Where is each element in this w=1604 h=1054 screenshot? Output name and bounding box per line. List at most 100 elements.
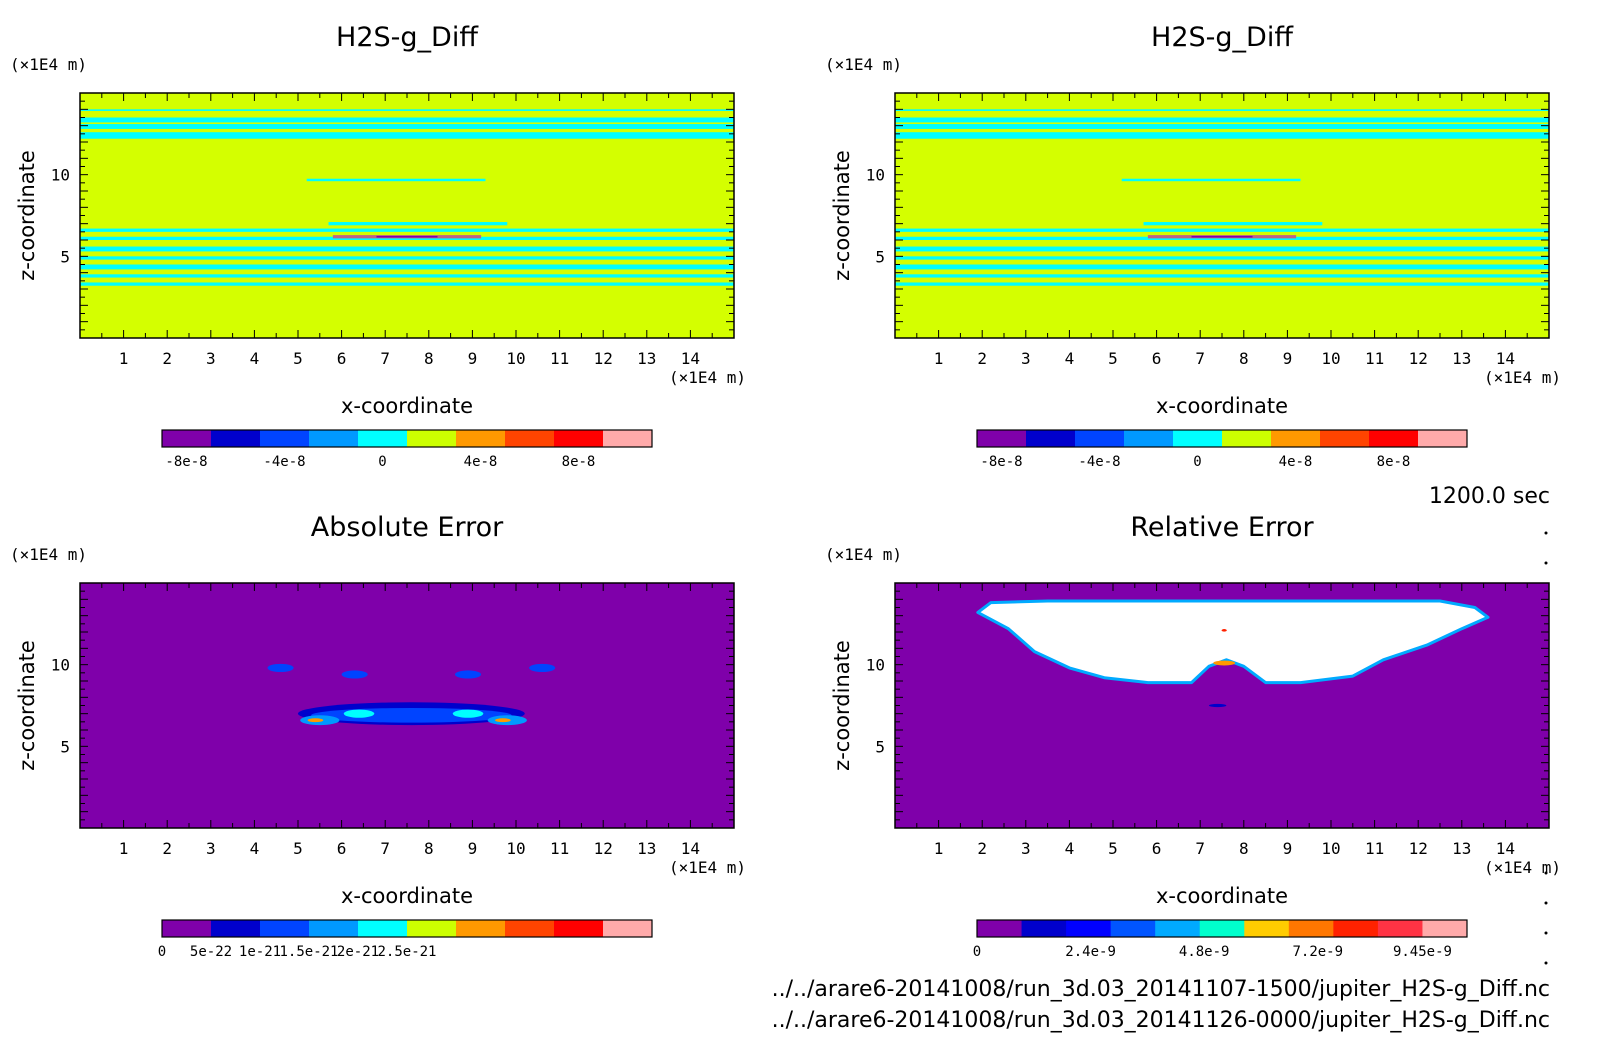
x-tick-label: 3 <box>206 839 216 858</box>
side-dot <box>1544 961 1548 965</box>
x-tick-label: 11 <box>550 349 569 368</box>
x-tick-label: 6 <box>337 839 347 858</box>
side-dot <box>1544 871 1548 875</box>
plot-area <box>80 93 734 338</box>
contour-band <box>895 256 1549 260</box>
chart-title: Relative Error <box>1130 512 1314 543</box>
colorbar: 0 2.4e-9 4.8e-9 7.2e-9 9.45e-9 <box>973 919 1468 960</box>
contour-band <box>80 124 734 129</box>
chart-panel-2: H2S-g_Diff(×1E4 m)1 2 3 4 5 6 7 8 9 10 11 12 13 14510… <box>825 22 1561 470</box>
x-tick-label: 1 <box>934 349 944 368</box>
x-tick-label: 1 <box>119 839 129 858</box>
x-tick-label: 7 <box>380 349 390 368</box>
colorbar-label: -4e-8 <box>263 454 305 470</box>
x-tick-label: 13 <box>637 349 656 368</box>
colorbar-swatch <box>554 920 604 937</box>
y-axis-label: z-coordinate <box>15 150 39 281</box>
x-tick-label: 7 <box>380 839 390 858</box>
colorbar-swatch <box>1075 430 1125 447</box>
side-dot <box>1544 561 1548 565</box>
contour-blob <box>452 709 484 718</box>
y-tick-label: 10 <box>51 656 70 675</box>
contour-band <box>1121 178 1301 182</box>
colorbar-label: -4e-8 <box>1078 454 1120 470</box>
colorbar-label: 8e-8 <box>1377 454 1411 470</box>
colorbar-label: 4.8e-9 <box>1179 944 1230 960</box>
y-tick-label: 10 <box>866 656 885 675</box>
colorbar-swatch <box>1155 920 1201 937</box>
colorbar-swatch <box>603 430 653 447</box>
x-tick-label: 9 <box>1283 839 1293 858</box>
colorbar-swatch <box>162 920 212 937</box>
colorbar-swatch <box>260 430 310 447</box>
colorbar-swatch <box>1021 920 1067 937</box>
x-tick-label: 6 <box>1152 349 1162 368</box>
colorbar-label: 8e-8 <box>562 454 596 470</box>
colorbar-label: 1e-21 <box>239 944 281 960</box>
x-tick-label: 9 <box>468 349 478 368</box>
chart-panel-4: Relative Error(×1E4 m)1 2 3 4 5 6 7 8 9 10 11 12 13 1… <box>825 512 1561 960</box>
contour-band <box>895 282 1549 286</box>
x-tick-label: 8 <box>1239 839 1249 858</box>
x-axis-label: x-coordinate <box>341 884 473 908</box>
colorbar-swatch <box>211 920 261 937</box>
contour-region <box>976 599 1490 685</box>
x-tick-label: 14 <box>681 839 700 858</box>
colorbar-label: 0 <box>378 454 386 470</box>
x-tick-label: 2 <box>977 839 987 858</box>
x-tick-label: 8 <box>424 839 434 858</box>
chart-title: H2S-g_Diff <box>1151 22 1294 53</box>
y-axis-label: z-coordinate <box>830 150 854 281</box>
x-tick-label: 10 <box>506 349 525 368</box>
contour-blob <box>1221 629 1227 632</box>
file-path-2: ../../arare6-20141008/run_3d.03_20141126… <box>772 1008 1550 1033</box>
colorbar-label: 7.2e-9 <box>1292 944 1343 960</box>
contour-band <box>80 274 734 278</box>
x-tick-label: 14 <box>1496 349 1515 368</box>
side-dot <box>1544 931 1548 935</box>
contour-band <box>895 124 1549 129</box>
colorbar-swatch <box>977 920 1023 937</box>
contour-blob <box>267 663 294 673</box>
colorbar-swatch <box>456 430 506 447</box>
contour-band <box>895 109 1549 111</box>
colorbar-swatch <box>603 920 653 937</box>
colorbar-swatch <box>162 430 212 447</box>
x-tick-label: 6 <box>1152 839 1162 858</box>
colorbar-swatch <box>1110 920 1156 937</box>
colorbar-label: -8e-8 <box>165 454 207 470</box>
plot-area <box>895 93 1549 338</box>
contour-band <box>80 117 734 123</box>
y-unit-label: (×1E4 m) <box>10 545 87 564</box>
time-label: 1200.0 sec <box>1429 484 1550 509</box>
y-tick-label: 5 <box>875 247 885 266</box>
contour-blob <box>495 718 511 723</box>
colorbar-swatch <box>1222 430 1272 447</box>
colorbar-swatch <box>1066 920 1112 937</box>
colorbar-swatch <box>1199 920 1245 937</box>
x-tick-label: 3 <box>1021 839 1031 858</box>
y-unit-label: (×1E4 m) <box>825 55 902 74</box>
plot-background <box>80 93 734 338</box>
x-tick-label: 2 <box>162 839 172 858</box>
x-tick-label: 12 <box>1409 349 1428 368</box>
contour-band <box>1191 235 1253 238</box>
colorbar-label: 0 <box>158 944 166 960</box>
contour-band <box>80 109 734 111</box>
x-tick-label: 14 <box>1496 839 1515 858</box>
x-tick-label: 9 <box>1283 349 1293 368</box>
x-tick-label: 13 <box>1452 349 1471 368</box>
x-tick-label: 11 <box>1365 349 1384 368</box>
x-tick-label: 4 <box>1065 349 1075 368</box>
colorbar-label: 2.4e-9 <box>1065 944 1116 960</box>
y-axis-label: z-coordinate <box>15 640 39 771</box>
contour-band <box>80 256 734 260</box>
contour-blob <box>1208 703 1227 708</box>
x-tick-label: 10 <box>1321 349 1340 368</box>
x-tick-label: 7 <box>1195 349 1205 368</box>
colorbar-swatch <box>456 920 506 937</box>
colorbar-swatch <box>211 430 261 447</box>
colorbar-swatch <box>1369 430 1419 447</box>
side-dot <box>1544 901 1548 905</box>
